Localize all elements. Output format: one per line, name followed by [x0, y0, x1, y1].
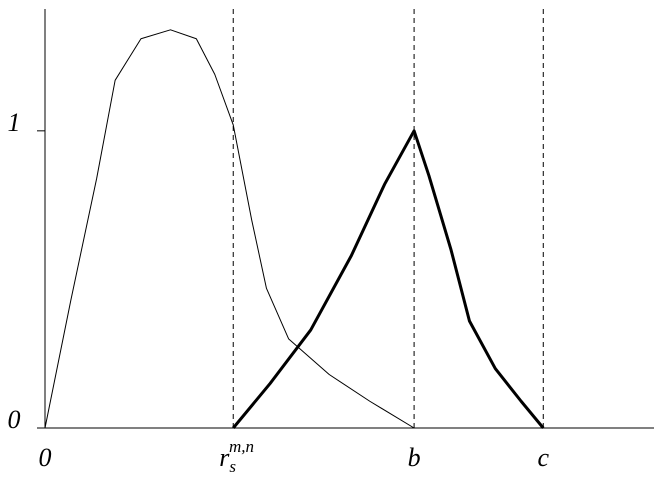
x-tick-label-main: c — [537, 443, 549, 472]
x-tick-label-main: r — [219, 443, 230, 472]
x-tick-label-main: b — [408, 443, 421, 472]
x-tick-label: b — [408, 443, 421, 472]
x-tick-label-sup: m,n — [229, 437, 254, 456]
y-tick-label: 0 — [8, 405, 21, 434]
y-tick-label: 1 — [8, 108, 21, 137]
x-tick-label-sub: s — [229, 457, 236, 476]
line-series — [44, 29, 415, 429]
x-tick-label-main: 0 — [39, 443, 52, 472]
line-series — [232, 129, 545, 429]
x-tick-label: c — [537, 443, 549, 472]
x-tick-label: rsm,n — [219, 437, 254, 476]
x-tick-label: 0 — [39, 443, 52, 472]
